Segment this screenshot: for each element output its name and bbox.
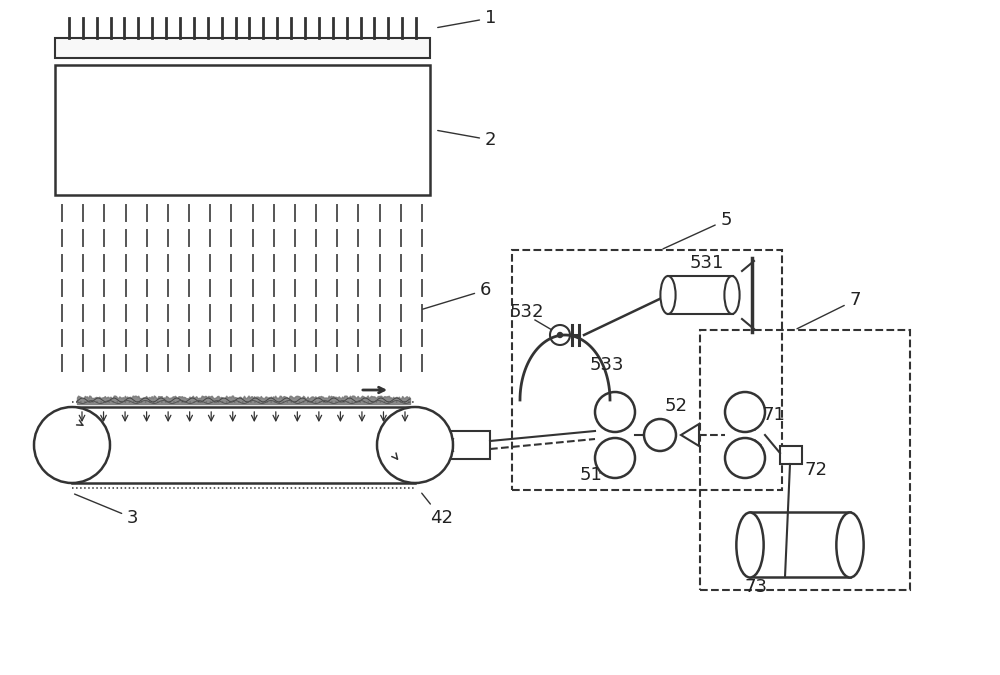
Circle shape: [595, 392, 635, 432]
Bar: [668, 276, 733, 314]
Ellipse shape: [836, 512, 864, 578]
Text: 52: 52: [665, 397, 688, 415]
Text: 532: 532: [510, 303, 544, 321]
Text: 533: 533: [590, 356, 624, 374]
Circle shape: [725, 438, 765, 478]
Text: 531: 531: [690, 254, 724, 272]
Bar: [512, 250, 782, 490]
Bar: [750, 512, 850, 577]
Ellipse shape: [736, 512, 764, 578]
Circle shape: [595, 438, 635, 478]
Ellipse shape: [724, 276, 740, 314]
Circle shape: [558, 333, 562, 338]
Bar: [55, 65, 430, 195]
Circle shape: [377, 407, 453, 483]
Text: 5: 5: [663, 211, 732, 249]
Text: 72: 72: [805, 461, 828, 479]
Circle shape: [725, 392, 765, 432]
Bar: [780, 446, 802, 464]
Text: 1: 1: [438, 9, 496, 28]
Ellipse shape: [660, 276, 676, 314]
Bar: [440, 431, 490, 459]
Text: 6: 6: [423, 281, 491, 309]
Polygon shape: [681, 424, 699, 446]
Text: 3: 3: [75, 494, 138, 527]
Text: 71: 71: [763, 406, 786, 424]
Text: 7: 7: [797, 291, 861, 329]
Bar: [55, 38, 430, 58]
Circle shape: [644, 419, 676, 451]
Text: 51: 51: [580, 466, 603, 484]
Circle shape: [34, 407, 110, 483]
Text: 2: 2: [438, 130, 496, 149]
Circle shape: [550, 325, 570, 345]
Text: 42: 42: [422, 493, 453, 527]
Bar: [700, 330, 910, 590]
Text: 73: 73: [745, 578, 768, 596]
